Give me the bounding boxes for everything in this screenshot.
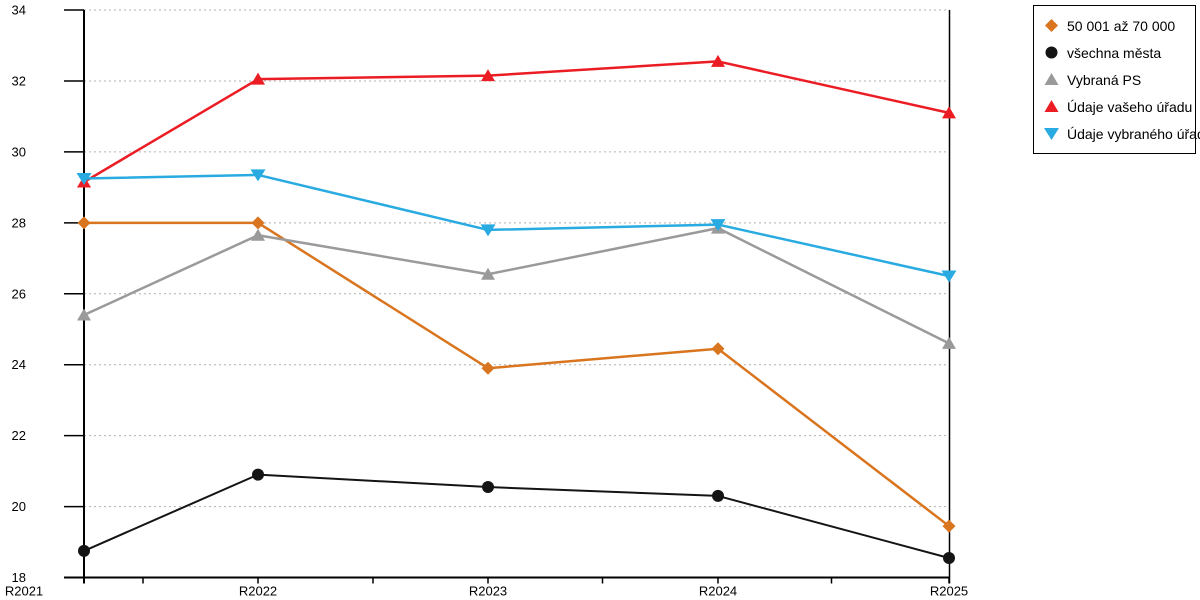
legend-label: Údaje vybraného úřadu: [1067, 125, 1200, 142]
svg-text:R2022: R2022: [239, 584, 277, 599]
svg-text:18: 18: [12, 570, 26, 585]
legend-label: 50 001 až 70 000: [1067, 17, 1176, 34]
svg-text:R2021: R2021: [5, 584, 43, 599]
svg-text:24: 24: [12, 357, 26, 372]
triangle-up-marker-icon: [1044, 72, 1059, 87]
legend-label: všechna města: [1067, 44, 1162, 61]
legend: 50 001 až 70 000 všechna města Vybraná P…: [1033, 5, 1200, 154]
svg-text:R2025: R2025: [930, 584, 968, 599]
legend-item: 50 001 až 70 000: [1044, 15, 1191, 37]
legend-label: Vybraná PS: [1067, 71, 1142, 88]
legend-item: všechna města: [1044, 42, 1191, 64]
x-axis-ticks: R2021 R2022 R2023 R2024 R2025: [5, 577, 968, 599]
series-všechna-města: [78, 468, 955, 564]
svg-text:26: 26: [12, 286, 26, 301]
svg-text:32: 32: [12, 73, 26, 88]
legend-label: Údaje vašeho úřadu: [1067, 98, 1193, 115]
svg-text:R2024: R2024: [699, 584, 737, 599]
svg-text:20: 20: [12, 499, 26, 514]
legend-item: Údaje vybraného úřadu: [1044, 123, 1200, 145]
diamond-marker-icon: [1044, 18, 1059, 33]
series-vybraná-ps: [77, 221, 956, 349]
axes: [64, 10, 951, 584]
triangle-up-marker-icon: [1044, 99, 1059, 114]
svg-text:34: 34: [12, 3, 26, 18]
y-axis-ticks: 18 20 22 24 26 28 30 32 34: [12, 3, 84, 585]
svg-text:28: 28: [12, 215, 26, 230]
series-50-001-až-70-000: [77, 216, 956, 533]
circle-marker-icon: [1044, 45, 1059, 60]
legend-item: Vybraná PS: [1044, 69, 1191, 91]
legend-item: Údaje vašeho úřadu: [1044, 96, 1193, 118]
series-údaje-vybraného-úřadu: [76, 169, 957, 283]
series-údaje-vašeho-úřadu: [77, 54, 956, 188]
svg-text:R2023: R2023: [469, 584, 507, 599]
svg-text:22: 22: [12, 428, 26, 443]
svg-text:30: 30: [12, 144, 26, 159]
triangle-down-marker-icon: [1044, 126, 1059, 141]
